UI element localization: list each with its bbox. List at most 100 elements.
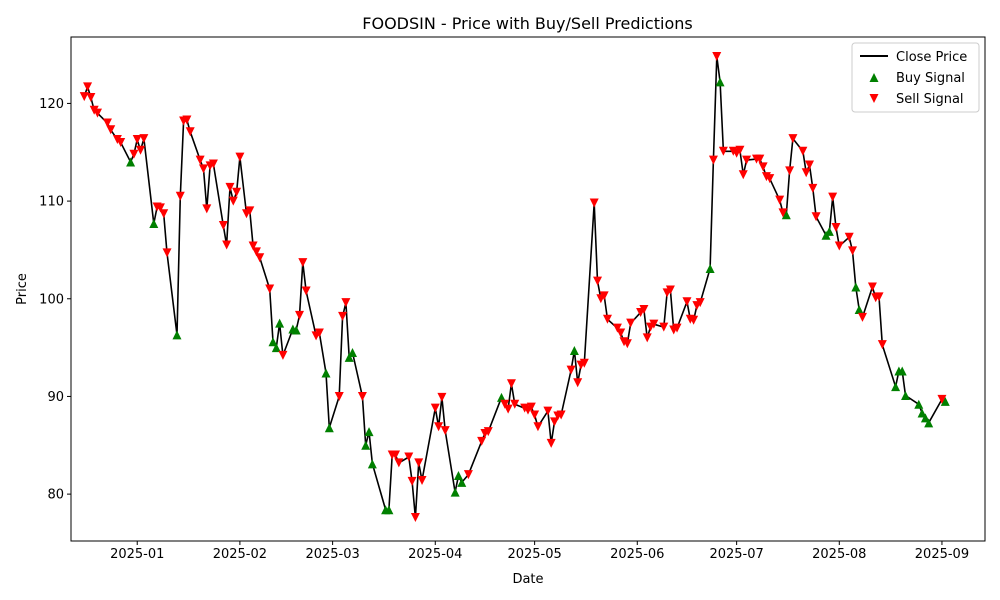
buy-signal-marker [705,263,715,273]
sell-signal-marker [612,323,622,333]
sell-signal-marker [500,399,510,409]
buy-signal-marker [851,282,861,292]
buy-signal-marker [384,505,394,515]
y-axis: 80 90 100 110 120 [39,97,71,503]
buy-signal-marker [275,318,285,328]
sell-signal-marker [533,422,543,432]
sell-signal-marker [549,417,559,427]
sell-signal-marker [765,174,775,184]
y-tick-label: 90 [47,390,64,405]
sell-signal-marker [712,52,722,62]
sell-signal-marker [404,452,414,462]
sell-signal-marker [593,276,603,286]
sell-signal-marker [129,149,139,159]
buy-signal-marker [324,423,334,433]
sell-signal-marker [341,298,351,308]
sell-signal-marker [437,392,447,402]
sell-signal-marker [857,312,867,322]
sell-signal-marker [811,212,821,222]
y-tick-label: 110 [39,195,64,210]
sell-signal-marker [775,195,785,205]
buy-signal-marker [897,366,907,376]
buy-signal-marker [715,77,725,87]
sell-signal-marker [314,328,324,338]
sell-signal-marker [391,450,401,460]
sell-signal-marker [298,258,308,268]
legend-buy-swatch [869,73,879,82]
sell-signal-marker [208,159,218,169]
sell-signal-marker [579,358,589,368]
sell-signal-marker [116,137,126,147]
sell-signal-marker [162,248,172,258]
sell-signal-marker [874,292,884,302]
sell-signal-marker [626,318,636,328]
buy-signal-marker [917,408,927,418]
sell-signal-marker [357,391,367,401]
sell-signal-marker [665,285,675,295]
sell-signal-marker [245,206,255,216]
axes-frame [70,36,986,542]
sell-signal-marker [689,315,699,325]
sell-signal-marker [463,470,473,480]
buy-signal-marker [453,471,463,481]
buy-signal-marker [940,396,950,406]
sell-signal-marker [83,82,93,92]
sell-signal-marker [831,222,841,232]
buy-signal-marker [497,392,507,402]
sell-signal-marker [755,154,765,164]
sell-signal-marker [106,125,116,135]
sell-signal-marker [589,198,599,208]
sell-signal-marker [440,426,450,436]
legend-label-close: Close Price [896,50,967,65]
sell-signal-marker [616,328,626,338]
sell-signal-marker [222,240,232,250]
sell-signal-marker [659,322,669,332]
x-tick-label: 2025-07 [709,547,763,562]
sell-signal-marker [295,310,304,320]
sell-signal-marker [804,160,814,170]
sell-signal-marker [477,436,487,446]
buy-signal-marker [291,325,301,335]
sell-signal-marker [530,410,540,420]
x-axis: 2025-01 2025-02 2025-03 2025-04 2025-05 2025-… [110,541,969,562]
sell-signal-marker [430,403,440,413]
buy-signal-marker [914,399,924,409]
x-tick-label: 2025-05 [507,547,561,562]
sell-signal-marker [649,319,659,329]
legend-sell-swatch [869,94,879,103]
legend: Close Price Buy Signal Sell Signal [851,42,980,113]
y-axis-label: Price [15,273,30,305]
buy-signal-marker [920,413,930,423]
sell-signal-marker [573,378,583,388]
plot-area [79,52,950,523]
sell-signal-marker [334,391,344,401]
x-tick-label: 2025-04 [408,547,462,562]
sell-signal-marker [434,422,444,432]
sell-signal-marker [338,311,348,321]
y-tick-label: 80 [47,488,64,503]
sell-signal-marker [159,209,169,219]
buy-signal-marker [891,382,901,392]
buy-signal-marker [172,330,182,340]
sell-signal-marker [248,241,258,251]
sell-signal-marker [695,298,705,308]
sell-signal-marker [228,196,238,206]
sell-signal-marker [937,394,947,404]
sell-signal-marker [185,127,195,137]
buy-signal-marker [344,352,354,362]
buy-signal-marker [457,477,467,487]
sell-signal-marker [639,305,649,315]
sell-signal-marker [265,284,275,294]
sell-signal-marker [672,323,682,333]
sell-signal-marker [867,282,877,292]
sell-signal-marker [708,155,718,165]
y-tick-label: 120 [39,97,64,112]
sell-signal-marker [556,410,566,420]
buy-signal-marker [271,343,281,353]
sell-signal-marker [510,399,520,409]
sell-signal-marker [218,221,228,231]
sell-signal-marker [195,155,205,165]
x-tick-label: 2025-09 [915,547,969,562]
sell-signal-marker [682,297,692,307]
